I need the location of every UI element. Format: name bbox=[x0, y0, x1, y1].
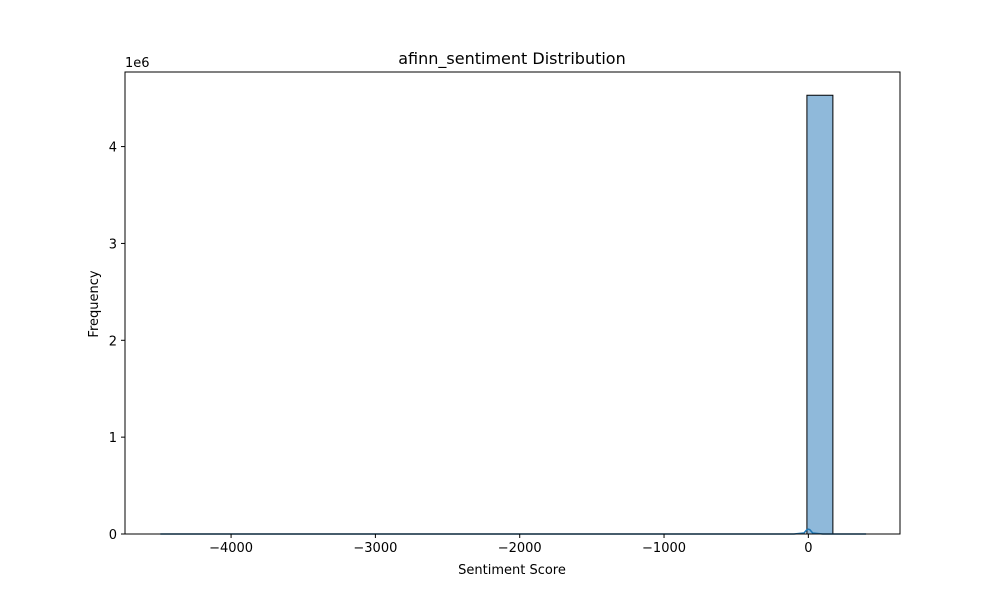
y-tick-label-1: 1 bbox=[109, 431, 117, 446]
bars-layer bbox=[806, 94, 834, 535]
x-tick-label-2: −2000 bbox=[498, 541, 542, 556]
x-tick-label-1: −3000 bbox=[353, 541, 397, 556]
y-tick-label-0: 0 bbox=[109, 528, 117, 543]
plot-frame bbox=[124, 71, 901, 535]
x-tick-label-3: −1000 bbox=[642, 541, 686, 556]
chart-title: afinn_sentiment Distribution bbox=[398, 49, 625, 69]
y-axis-label: Frequency bbox=[87, 270, 102, 337]
y-tick-label-2: 2 bbox=[109, 334, 117, 349]
kde-layer bbox=[160, 528, 867, 535]
axes-layer bbox=[124, 71, 901, 535]
y-scale-offset-label: 1e6 bbox=[125, 56, 150, 71]
histogram-bar-0 bbox=[806, 94, 834, 535]
x-axis-label: Sentiment Score bbox=[458, 563, 566, 578]
kde-line bbox=[160, 528, 867, 535]
y-tick-label-4: 4 bbox=[109, 141, 117, 156]
x-tick-label-0: −4000 bbox=[209, 541, 253, 556]
ticks-layer: −4000 −3000 −2000 −1000 0 0 1 2 3 4 bbox=[109, 141, 813, 556]
x-tick-label-4: 0 bbox=[804, 541, 812, 556]
y-tick-label-3: 3 bbox=[109, 237, 117, 252]
